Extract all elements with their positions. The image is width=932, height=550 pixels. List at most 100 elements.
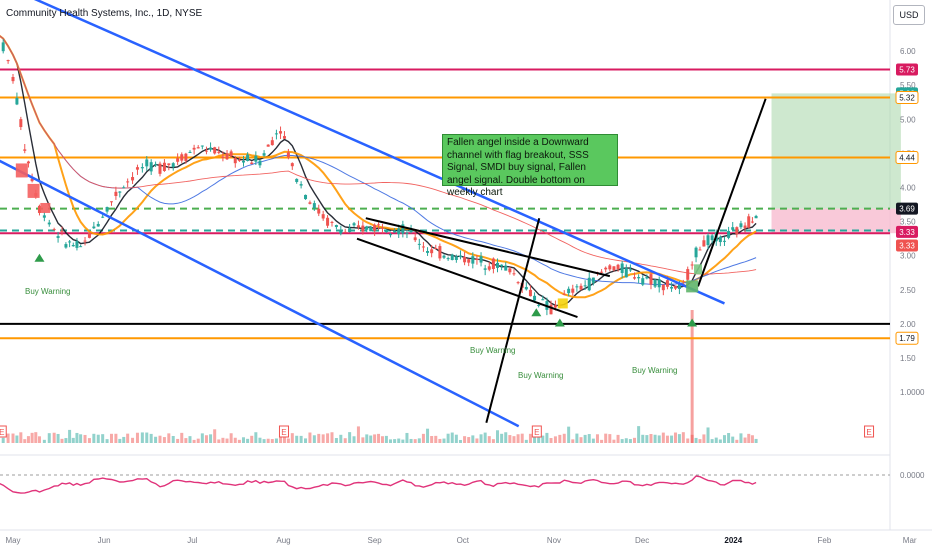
candle-body xyxy=(454,256,458,260)
volume-bar xyxy=(60,438,64,443)
candle-body xyxy=(608,265,612,270)
candle-body xyxy=(274,133,278,135)
earnings-marker xyxy=(864,425,875,438)
volume-bar xyxy=(450,432,454,443)
time-tick-label: Feb xyxy=(818,536,832,545)
buy-warning-arrow xyxy=(34,253,45,262)
candle-body xyxy=(270,140,274,146)
volume-bar xyxy=(483,432,487,443)
signal-box xyxy=(40,202,51,213)
price-tick-label: 1.0000 xyxy=(900,388,925,397)
candle-body xyxy=(690,264,694,266)
candle-body xyxy=(604,267,608,270)
time-tick-label: Jul xyxy=(187,536,197,545)
volume-bar xyxy=(520,433,524,443)
candle-body xyxy=(562,293,566,295)
volume-bar xyxy=(176,438,180,443)
volume-bar xyxy=(698,439,702,443)
volume-bar xyxy=(167,433,171,443)
volume-bar xyxy=(471,435,475,443)
volume-bar xyxy=(397,438,401,443)
volume-bar xyxy=(180,432,184,443)
volume-bar xyxy=(600,439,604,443)
volume-bar xyxy=(750,435,754,443)
earnings-marker xyxy=(278,425,289,438)
candle-body xyxy=(743,225,747,229)
volume-bar xyxy=(677,434,681,443)
candle-body xyxy=(421,246,425,248)
volume-bar xyxy=(743,437,747,443)
candle-body xyxy=(68,241,72,243)
candle-body xyxy=(388,234,392,236)
candle-body xyxy=(290,163,294,167)
candle-body xyxy=(450,254,454,261)
candle-body xyxy=(334,225,338,228)
volume-bar xyxy=(131,437,135,443)
volume-bar xyxy=(369,435,373,443)
candle-body xyxy=(393,230,397,233)
volume-bar xyxy=(604,433,608,443)
volume-bar xyxy=(11,433,15,443)
candle-body xyxy=(171,163,175,168)
volume-bar xyxy=(270,439,274,443)
volume-bar xyxy=(686,438,690,443)
volume-bar xyxy=(126,433,130,443)
volume-bar xyxy=(266,438,270,443)
time-tick-label: Aug xyxy=(276,536,290,545)
volume-bar xyxy=(15,435,19,443)
volume-bar xyxy=(114,433,118,443)
volume-bar xyxy=(417,438,421,443)
volume-bar xyxy=(491,439,495,443)
currency-button[interactable]: USD xyxy=(893,5,925,25)
candle-body xyxy=(176,158,180,162)
candle-body xyxy=(339,229,343,234)
volume-bar xyxy=(282,433,286,443)
candle-body xyxy=(718,236,722,243)
candle-body xyxy=(15,97,19,105)
volume-bar xyxy=(458,439,462,443)
candle-body xyxy=(321,214,325,219)
buy-warning-label: Buy Warning xyxy=(632,366,678,375)
candle-body xyxy=(516,282,520,284)
profit-zone xyxy=(771,93,901,209)
candle-body xyxy=(225,153,229,160)
price-label-box xyxy=(896,225,918,238)
volume-bar xyxy=(42,439,46,443)
volume-bar xyxy=(616,434,620,443)
candle-body xyxy=(653,279,657,287)
candle-body xyxy=(405,232,409,234)
volume-bar xyxy=(649,434,653,443)
candle-body xyxy=(42,215,46,218)
candle-body xyxy=(304,194,308,200)
volume-bar xyxy=(258,437,262,443)
buy-warning-arrow xyxy=(687,318,698,327)
candle-body xyxy=(149,162,153,172)
candle-body xyxy=(92,226,96,229)
candle-body xyxy=(600,271,604,273)
analysis-note: Fallen angel inside a Downward channel w… xyxy=(442,134,618,198)
time-tick-label: Nov xyxy=(547,536,561,545)
candle-body xyxy=(567,288,571,294)
volume-bar xyxy=(516,434,520,443)
candle-body xyxy=(26,161,30,164)
earnings-letter: E xyxy=(534,428,539,437)
candle-body xyxy=(213,147,217,154)
candle-body xyxy=(670,286,674,289)
volume-bar xyxy=(118,438,122,443)
time-tick-label: Mar xyxy=(903,536,917,545)
volume-bar xyxy=(348,432,352,443)
volume-bar xyxy=(334,438,338,443)
volume-bar xyxy=(727,433,731,443)
volume-bar xyxy=(637,426,641,443)
candle-body xyxy=(37,205,41,213)
volume-bar xyxy=(504,432,508,443)
price-label-text: 1.79 xyxy=(899,334,915,343)
candle-body xyxy=(126,181,130,183)
volume-bar xyxy=(591,438,595,443)
candle-body xyxy=(430,249,434,254)
candle-body xyxy=(686,269,690,280)
candle-body xyxy=(317,208,321,214)
candle-body xyxy=(487,266,491,270)
volume-bar xyxy=(204,435,208,443)
projection-line xyxy=(697,98,767,287)
